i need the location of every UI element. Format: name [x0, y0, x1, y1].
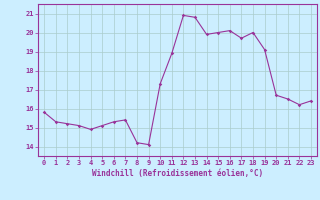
X-axis label: Windchill (Refroidissement éolien,°C): Windchill (Refroidissement éolien,°C) — [92, 169, 263, 178]
